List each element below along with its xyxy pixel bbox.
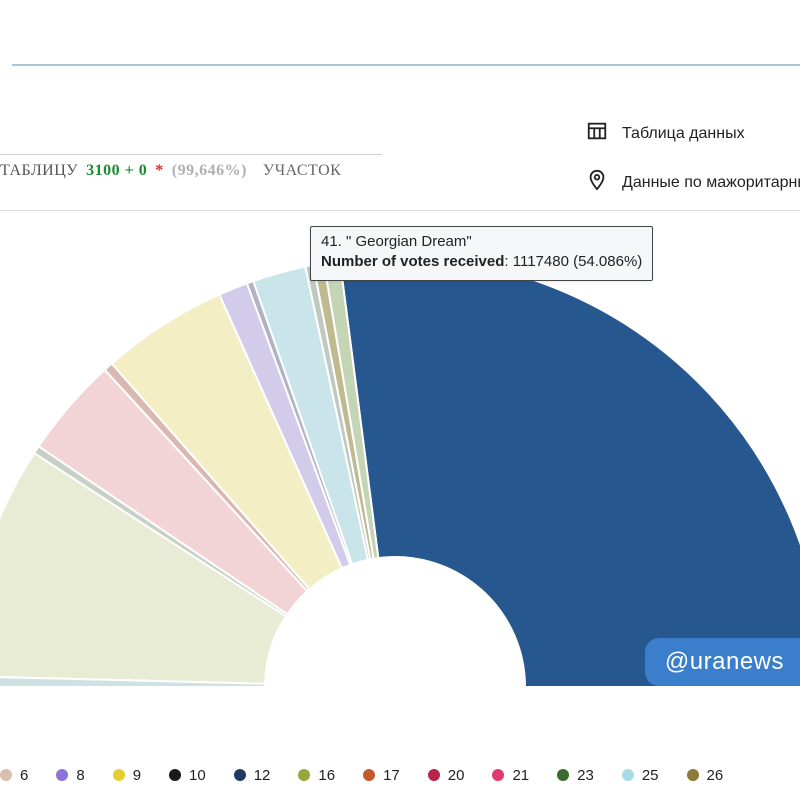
legend-label: 26	[707, 767, 724, 784]
legend-label: 8	[76, 767, 84, 784]
legend-item[interactable]: 6	[0, 767, 28, 784]
asterisk: *	[155, 162, 164, 180]
legend-item[interactable]: 8	[56, 767, 84, 784]
chart-slice[interactable]	[340, 257, 800, 687]
legend-label: 23	[577, 767, 594, 784]
legend-dot	[234, 769, 246, 781]
chart-tooltip: 41. " Georgian Dream" Number of votes re…	[310, 226, 653, 281]
tooltip-value: : 1117480 (54.086%)	[504, 253, 642, 270]
legend-label: 10	[189, 767, 206, 784]
watermark-badge: @uranews	[645, 638, 800, 686]
legend-dot	[622, 769, 634, 781]
legend-item[interactable]: 12	[234, 767, 271, 784]
location-icon	[586, 169, 608, 196]
legend-item[interactable]: 20	[428, 767, 465, 784]
legend-label: 20	[448, 767, 465, 784]
legend-item[interactable]: 26	[687, 767, 724, 784]
precinct-label: УЧАСТОК	[263, 162, 341, 180]
legend-item[interactable]: 9	[113, 767, 141, 784]
legend-label: 12	[254, 767, 271, 784]
legend-dot	[169, 769, 181, 781]
legend-item[interactable]: 17	[363, 767, 400, 784]
legend-item[interactable]: 23	[557, 767, 594, 784]
legend-dot	[428, 769, 440, 781]
tooltip-label: Number of votes received	[321, 253, 504, 270]
table-icon	[586, 120, 608, 147]
legend-dot	[557, 769, 569, 781]
legend-label: 21	[512, 767, 529, 784]
link-majoritarian[interactable]: Данные по мажоритарным и	[586, 169, 800, 196]
legend-dot	[363, 769, 375, 781]
legend-dot	[492, 769, 504, 781]
link-data-table[interactable]: Таблица данных	[586, 120, 800, 147]
table-label: ТАБЛИЦУ	[0, 162, 78, 180]
legend-dot	[113, 769, 125, 781]
legend-dot	[0, 769, 12, 781]
header-left-group: ТАБЛИЦУ 3100 + 0 * (99,646%) УЧАСТОК	[0, 162, 341, 180]
section-divider	[0, 210, 800, 211]
link-data-table-label: Таблица данных	[622, 125, 745, 143]
legend-dot	[56, 769, 68, 781]
legend-label: 25	[642, 767, 659, 784]
link-majoritarian-label: Данные по мажоритарным и	[622, 174, 800, 192]
legend-label: 9	[133, 767, 141, 784]
legend: 6 8 9 10 12 16 17 20 21 23 25 26	[0, 760, 800, 790]
legend-label: 16	[318, 767, 335, 784]
watermark-text: @uranews	[665, 648, 784, 675]
legend-label: 17	[383, 767, 400, 784]
percent-value: (99,646%)	[172, 162, 247, 180]
legend-item[interactable]: 21	[492, 767, 529, 784]
legend-item[interactable]: 16	[298, 767, 335, 784]
tooltip-title: 41. " Georgian Dream"	[321, 232, 642, 252]
legend-dot	[298, 769, 310, 781]
header-underline	[0, 154, 382, 155]
top-divider	[12, 64, 800, 66]
count-value: 3100 + 0	[86, 162, 147, 180]
legend-dot	[687, 769, 699, 781]
legend-label: 6	[20, 767, 28, 784]
legend-item[interactable]: 25	[622, 767, 659, 784]
legend-item[interactable]: 10	[169, 767, 206, 784]
right-links: Таблица данных Данные по мажоритарным и	[586, 120, 800, 196]
